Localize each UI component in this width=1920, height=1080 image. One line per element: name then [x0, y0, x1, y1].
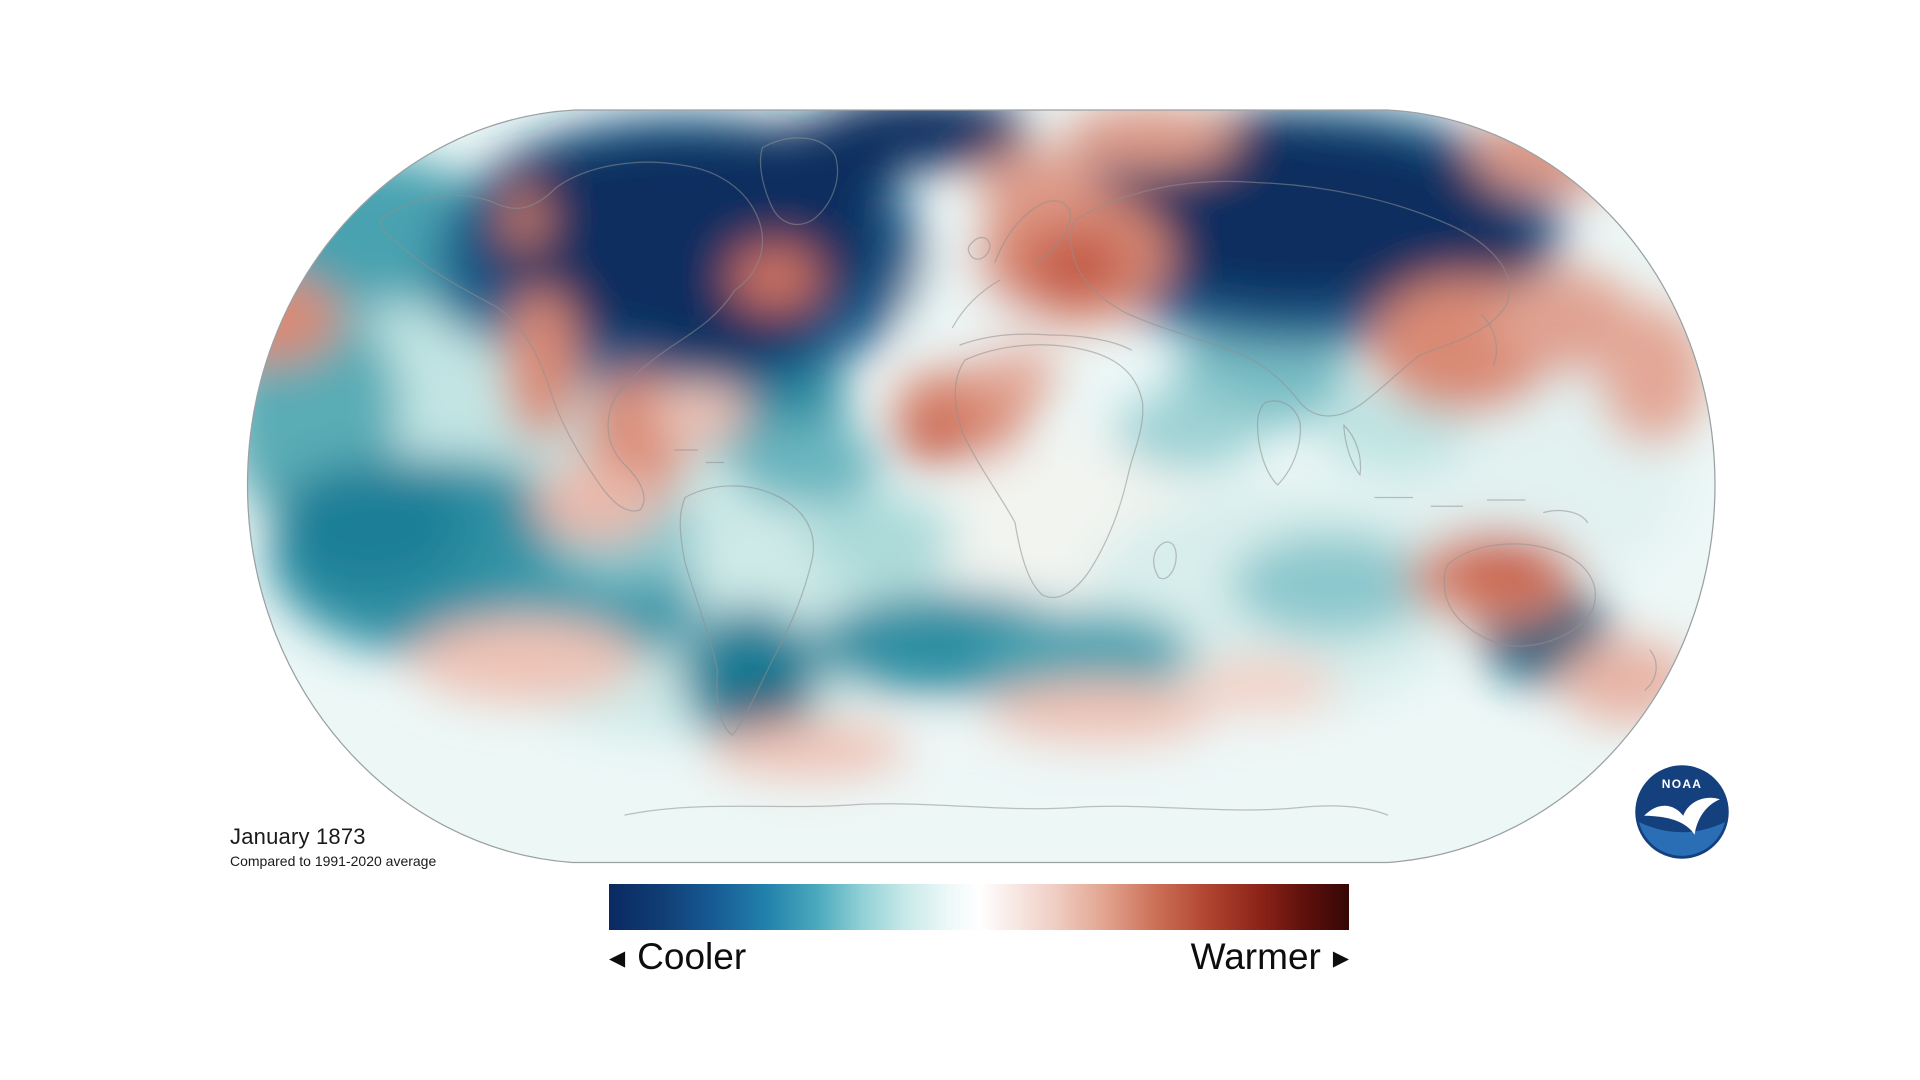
colorbar-legend: ◀ Cooler Warmer ▶	[609, 936, 1349, 978]
map-outline	[246, 109, 1716, 864]
warmer-label: Warmer	[1190, 936, 1321, 977]
map-clipped-content	[247, 110, 1715, 863]
noaa-logo-text: NOAA	[1662, 777, 1702, 791]
warmer-legend: Warmer ▶	[1191, 936, 1349, 978]
map-subtitle: Compared to 1991-2020 average	[230, 853, 437, 869]
noaa-logo: NOAA	[1635, 765, 1729, 859]
map-title: January 1873	[230, 824, 366, 849]
colorbar-gradient	[609, 884, 1349, 930]
right-arrow-icon: ▶	[1332, 946, 1349, 970]
coastlines	[379, 137, 1657, 816]
wave-shape	[1639, 822, 1725, 856]
cooler-label: Cooler	[637, 936, 747, 977]
cooler-legend: ◀ Cooler	[609, 936, 746, 978]
seagull-icon	[1644, 797, 1720, 835]
title-block: January 1873 Compared to 1991-2020 avera…	[230, 824, 436, 869]
left-arrow-icon: ◀	[609, 946, 626, 970]
